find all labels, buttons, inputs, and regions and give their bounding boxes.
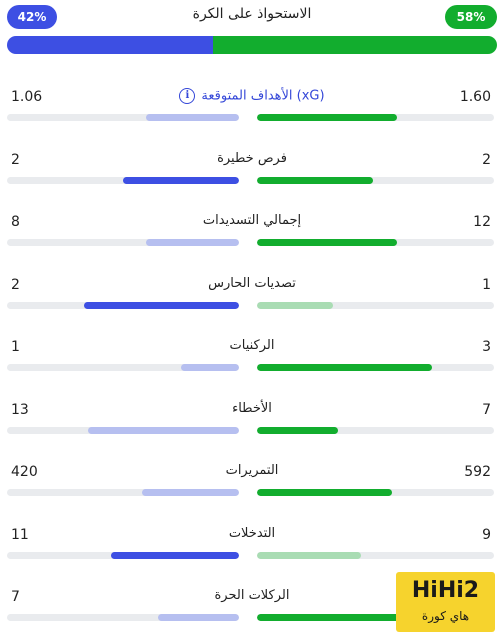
- stat-label-text: الركلات الحرة: [214, 588, 290, 603]
- stat-right-fill: [257, 239, 397, 246]
- possession-title: الاستحواذ على الكرة: [192, 6, 312, 22]
- stat-left-bar: [7, 176, 239, 184]
- stat-row: 1.06 i الأهداف المتوقعة (xG) 1.60: [0, 80, 504, 142]
- stat-left-bar: [7, 489, 239, 496]
- stat-right-fill: [257, 176, 374, 184]
- stat-row: 11 التدخلات 9: [0, 518, 504, 580]
- stat-left-fill: [157, 614, 239, 621]
- stat-row: 1 الركنيات 3: [0, 330, 504, 392]
- stat-right-value: 1: [482, 276, 491, 293]
- stat-right-bar: [257, 489, 494, 496]
- stat-right-bar: [257, 426, 494, 434]
- stat-row: 8 إجمالي التسديدات 12: [0, 205, 504, 267]
- stat-row: 2 فرص خطيرة 2: [0, 143, 504, 205]
- stat-left-fill: [83, 301, 239, 309]
- stat-left-bar: [7, 114, 239, 121]
- stat-row: 13 الأخطاء 7: [0, 393, 504, 455]
- stat-right-bar: [257, 551, 494, 559]
- stat-right-fill: [257, 426, 338, 434]
- stat-right-bar: [257, 614, 494, 621]
- stat-left-bar: [7, 614, 239, 621]
- stat-label-text: فرص خطيرة: [217, 150, 287, 166]
- stat-left-value: 13: [11, 401, 29, 418]
- possession-bar-left: [7, 36, 213, 54]
- stat-label: الركنيات: [0, 338, 504, 353]
- stat-right-fill: [257, 489, 393, 496]
- stat-left-value: 2: [11, 276, 20, 293]
- stat-right-bar: [257, 364, 494, 371]
- stat-right-fill: [257, 614, 409, 621]
- watermark-logo: HiHi2 هاي كورة: [396, 572, 495, 632]
- stat-right-fill: [257, 364, 433, 371]
- stat-label-text: التدخلات: [228, 525, 276, 541]
- stat-left-value: 8: [11, 214, 20, 230]
- stat-left-value: 1.06: [11, 89, 43, 105]
- stat-right-value: 9: [482, 526, 491, 543]
- stat-left-value: 7: [11, 589, 20, 605]
- stat-right-bar: [257, 239, 494, 246]
- stat-right-bar: [257, 301, 494, 309]
- stat-label: الأخطاء: [0, 401, 504, 416]
- stat-right-fill: [257, 551, 362, 559]
- stat-left-bar: [7, 426, 239, 434]
- stat-left-value: 420: [11, 464, 38, 480]
- stat-row: 7 الركلات الحرة: [0, 580, 504, 642]
- stat-left-fill: [111, 551, 239, 559]
- stat-label-text: التمريرات: [225, 463, 279, 478]
- stat-right-value: 3: [482, 339, 491, 355]
- stat-right-bar: [257, 176, 494, 184]
- stat-left-fill: [181, 364, 239, 371]
- possession-bar: [7, 36, 497, 54]
- stat-left-fill: [123, 176, 239, 184]
- stat-label-text: الأهداف المتوقعة (xG): [201, 88, 325, 104]
- stat-left-fill: [146, 239, 239, 246]
- stat-right-value: 12: [473, 214, 491, 230]
- stat-left-fill: [141, 489, 239, 496]
- stat-left-bar: [7, 551, 239, 559]
- stat-right-value: 592: [464, 464, 491, 480]
- possession-right-pill: 58%: [445, 5, 497, 29]
- stat-right-value: 7: [482, 401, 491, 418]
- stat-right-fill: [257, 301, 333, 309]
- stat-left-fill: [146, 114, 239, 121]
- stat-right-value: 1.60: [459, 89, 491, 105]
- stat-label: الركلات الحرة: [0, 588, 504, 603]
- watermark-subtitle: هاي كورة: [421, 609, 470, 623]
- stat-left-value: 2: [11, 151, 20, 168]
- stat-label: فرص خطيرة: [0, 151, 504, 166]
- stat-left-value: 1: [11, 339, 20, 355]
- stat-label-text: تصديات الحارس: [208, 275, 296, 291]
- stat-label-text: الركنيات: [229, 338, 275, 353]
- stat-left-bar: [7, 239, 239, 246]
- stat-label: التمريرات: [0, 463, 504, 478]
- stat-label-text: الأخطاء: [232, 400, 272, 416]
- stat-row: 420 التمريرات 592: [0, 455, 504, 517]
- possession-bar-right: [212, 36, 497, 54]
- watermark-brand: HiHi2: [411, 578, 480, 603]
- stat-right-bar: [257, 114, 494, 121]
- stat-label-text: إجمالي التسديدات: [202, 213, 302, 228]
- stat-left-fill: [88, 426, 239, 434]
- stat-label[interactable]: i الأهداف المتوقعة (xG): [0, 88, 504, 104]
- info-icon[interactable]: i: [179, 88, 196, 104]
- stat-right-fill: [257, 114, 397, 121]
- stat-left-bar: [7, 364, 239, 371]
- stat-label: التدخلات: [0, 526, 504, 541]
- stat-left-value: 11: [11, 526, 29, 543]
- stat-label: إجمالي التسديدات: [0, 213, 504, 228]
- stat-row: 2 تصديات الحارس 1: [0, 268, 504, 330]
- stat-left-bar: [7, 301, 239, 309]
- stat-right-value: 2: [482, 151, 491, 168]
- possession-left-pill: 42%: [7, 5, 57, 29]
- stat-label: تصديات الحارس: [0, 276, 504, 291]
